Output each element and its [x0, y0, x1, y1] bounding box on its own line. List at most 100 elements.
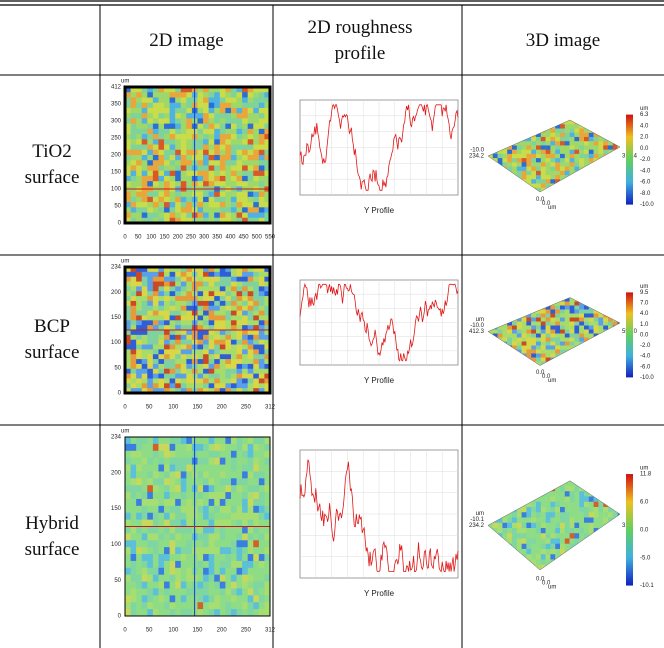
pixel: [498, 171, 503, 176]
pixel: [225, 458, 231, 465]
pixel: [594, 342, 599, 347]
pixel: [589, 318, 594, 323]
pixel: [555, 192, 560, 197]
pixel: [175, 492, 181, 499]
pixel: [603, 310, 608, 315]
image-3d: [488, 298, 623, 371]
pixel: [579, 565, 584, 571]
pixel: [598, 358, 603, 363]
pixel: [158, 451, 164, 458]
pixel: [198, 354, 204, 359]
pixel: [220, 301, 226, 306]
pixel: [531, 150, 536, 155]
pixel: [186, 582, 192, 589]
pixel: [158, 92, 164, 98]
pixel: [237, 602, 243, 609]
pixel: [517, 538, 522, 544]
pixel: [603, 538, 608, 544]
pixel: [186, 499, 192, 506]
pixel: [536, 517, 541, 523]
pixel: [502, 154, 507, 159]
pixel: [242, 277, 248, 282]
pixel: [618, 171, 623, 176]
pixel: [158, 124, 164, 130]
pixel: [574, 517, 579, 523]
pixel: [526, 502, 531, 508]
pixel: [526, 141, 531, 146]
pixel: [517, 362, 522, 367]
pixel: [136, 296, 142, 301]
pixel: [550, 507, 555, 513]
pixel: [181, 369, 187, 374]
pixel: [574, 167, 579, 172]
pixel: [153, 499, 159, 506]
pixel: [512, 154, 517, 159]
pixel: [608, 358, 613, 363]
pixel: [531, 342, 536, 347]
pixel: [242, 160, 248, 166]
pixel: [158, 272, 164, 277]
pixel: [594, 192, 599, 197]
pixel: [570, 175, 575, 180]
pixel: [584, 318, 589, 323]
pixel: [136, 595, 142, 602]
pixel: [488, 128, 493, 133]
pixel: [147, 588, 153, 595]
pixel: [170, 176, 176, 182]
pixel: [181, 315, 187, 320]
pixel: [147, 378, 153, 383]
pixel: [198, 139, 204, 145]
pixel: [231, 213, 237, 219]
pixel: [142, 286, 148, 291]
pixel: [570, 549, 575, 555]
pixel: [498, 298, 503, 303]
pixel: [618, 298, 623, 303]
pixel: [565, 334, 570, 339]
pixel: [512, 554, 517, 560]
pixel: [231, 354, 237, 359]
pixel: [242, 92, 248, 98]
pixel: [618, 354, 623, 359]
pixel: [198, 124, 204, 130]
pixel: [579, 141, 584, 146]
pixel: [598, 167, 603, 172]
pixel: [214, 282, 220, 287]
pixel: [574, 338, 579, 343]
pixel: [158, 458, 164, 465]
pixel: [608, 150, 613, 155]
pixel: [175, 129, 181, 135]
pixel: [136, 165, 142, 171]
pixel: [613, 362, 618, 367]
pixel: [214, 202, 220, 208]
x-tick-label: 250: [186, 235, 197, 241]
pixel: [175, 465, 181, 472]
pixel: [209, 383, 215, 388]
pixel: [526, 158, 531, 163]
pixel: [158, 134, 164, 140]
colorbar-label: 4.0: [640, 311, 649, 317]
pixel: [175, 588, 181, 595]
pixel: [531, 554, 536, 560]
pixel: [237, 582, 243, 589]
pixel: [531, 549, 536, 555]
pixel: [214, 478, 220, 485]
pixel: [220, 306, 226, 311]
pixel: [584, 517, 589, 523]
pixel: [555, 302, 560, 307]
pixel: [136, 155, 142, 161]
pixel: [181, 134, 187, 140]
pixel: [175, 207, 181, 213]
pixel: [242, 345, 248, 350]
pixel: [147, 349, 153, 354]
pixel: [546, 326, 551, 331]
pixel: [259, 296, 265, 301]
pixel: [220, 575, 226, 582]
pixel: [248, 291, 254, 296]
pixel: [502, 318, 507, 323]
pixel: [209, 129, 215, 135]
pixel: [517, 310, 522, 315]
pixel: [550, 310, 555, 315]
pixel: [536, 354, 541, 359]
pixel: [248, 602, 254, 609]
pixel: [594, 330, 599, 335]
